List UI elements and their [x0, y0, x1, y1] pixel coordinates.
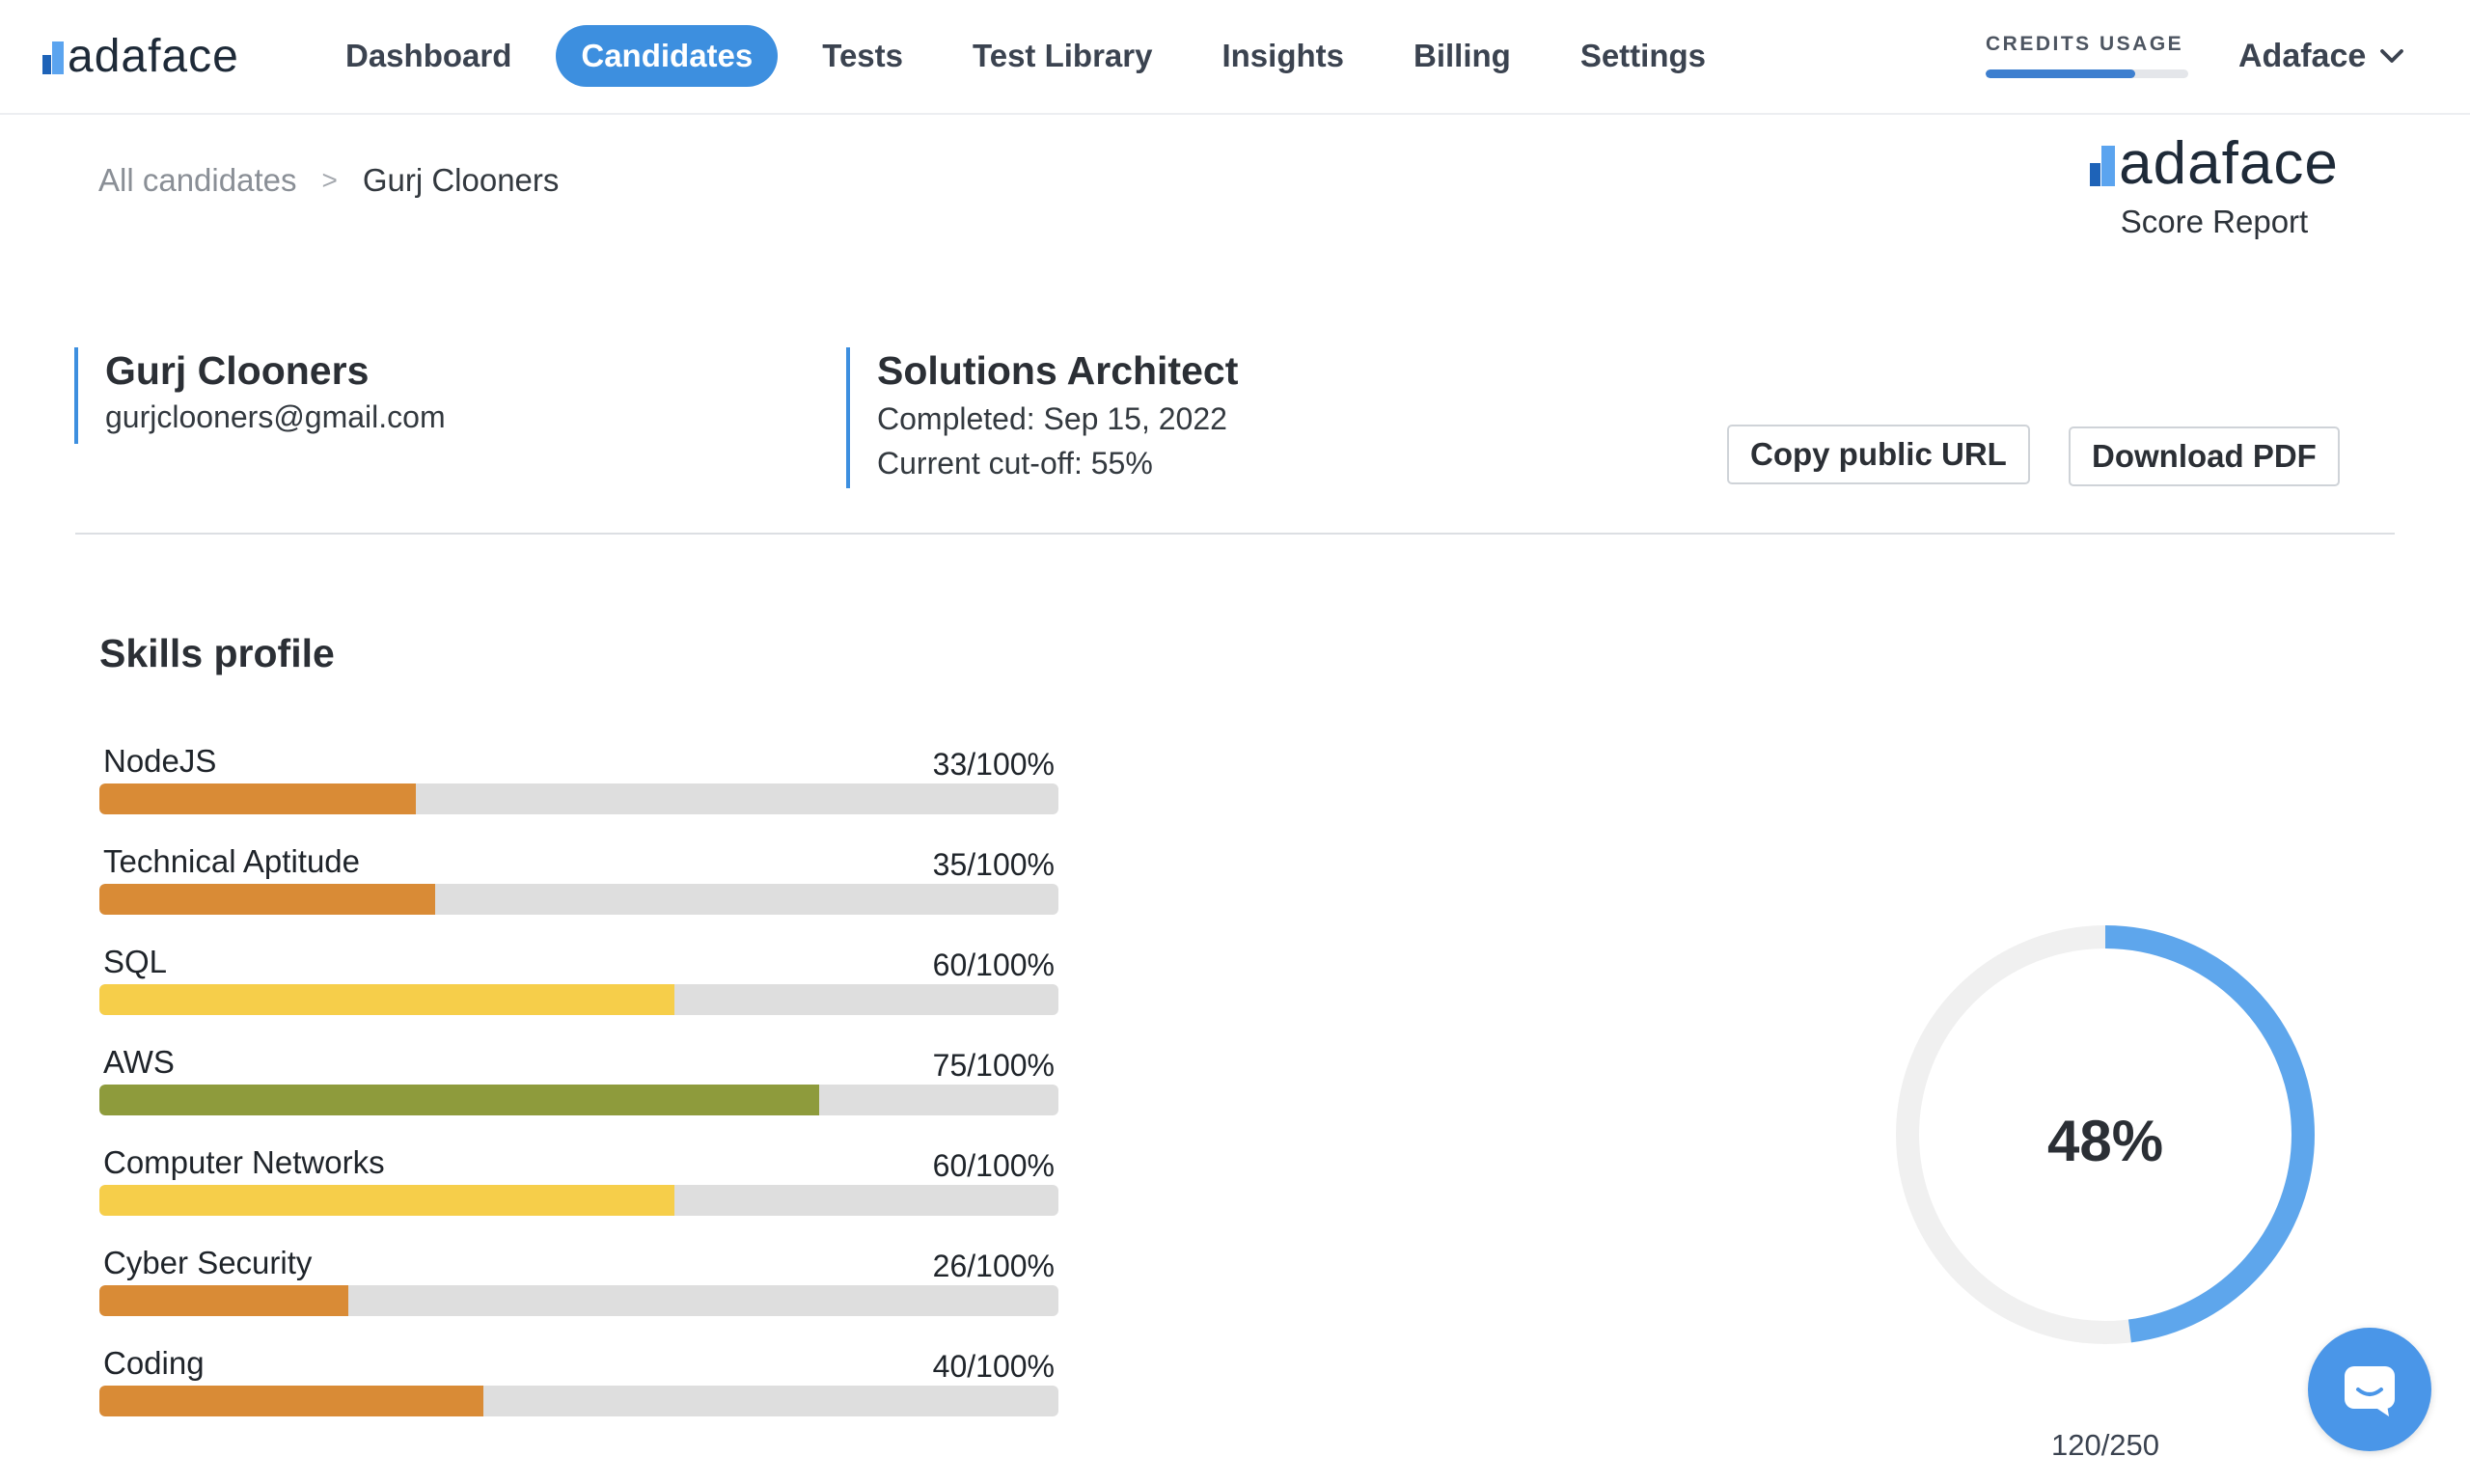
skill-bar-track: [99, 1085, 1058, 1115]
skill-row: Computer Networks 60/100%: [99, 1144, 1058, 1245]
credits-usage-bar: [1986, 69, 2188, 78]
breadcrumb-separator: >: [321, 165, 338, 195]
skill-bar-track: [99, 984, 1058, 1015]
chevron-down-icon: [2380, 49, 2404, 63]
chat-launcher-button[interactable]: [2308, 1328, 2431, 1451]
nav-item-settings[interactable]: Settings: [1579, 38, 1706, 73]
nav-item-tests[interactable]: Tests: [822, 38, 904, 73]
logo-text: adaface: [68, 30, 239, 82]
adaface-logo[interactable]: adaface: [42, 29, 239, 83]
skills-list: NodeJS 33/100% Technical Aptitude 35/100% SQ…: [99, 743, 1058, 1445]
copy-public-url-button[interactable]: Copy public URL: [1727, 425, 2030, 484]
skill-bar-fill: [99, 1386, 483, 1416]
assessment-title: Solutions Architect: [877, 348, 1239, 393]
overall-score-points: 120/250: [2050, 1428, 2160, 1462]
skill-score: 35/100%: [932, 847, 1055, 882]
skill-score: 60/100%: [932, 1148, 1055, 1183]
breadcrumb-all-candidates[interactable]: All candidates: [98, 162, 297, 198]
adaface-logo-icon: [42, 41, 64, 74]
main-nav: Dashboard Candidates Tests Test Library Insi…: [320, 25, 1750, 87]
skill-bar-fill: [99, 783, 417, 814]
skill-bar-track: [99, 1185, 1058, 1216]
skill-bar-fill: [99, 1285, 349, 1316]
skill-score: 33/100%: [932, 747, 1055, 782]
skill-score: 40/100%: [932, 1349, 1055, 1384]
skill-bar-fill: [99, 1185, 675, 1216]
skill-score: 26/100%: [932, 1249, 1055, 1283]
top-navbar: adaface Dashboard Candidates Tests Test Lib…: [0, 0, 2470, 115]
skill-row: Technical Aptitude 35/100%: [99, 843, 1058, 944]
candidate-email: gurjclooners@gmail.com: [105, 399, 446, 434]
download-pdf-button[interactable]: Download PDF: [2069, 426, 2340, 486]
report-logo: adaface Score Report: [2074, 129, 2354, 240]
candidate-info: Gurj Clooners gurjclooners@gmail.com: [74, 347, 446, 444]
skill-row: NodeJS 33/100%: [99, 743, 1058, 843]
skill-bar-fill: [99, 984, 675, 1015]
skill-bar-track: [99, 1285, 1058, 1316]
divider: [75, 533, 2395, 535]
skills-profile-title: Skills profile: [99, 631, 335, 675]
skill-score: 75/100%: [932, 1048, 1055, 1083]
breadcrumb: All candidates > Gurj Clooners: [98, 162, 559, 199]
breadcrumb-current: Gurj Clooners: [362, 162, 560, 198]
skill-row: SQL 60/100%: [99, 944, 1058, 1044]
skill-bar-track: [99, 1386, 1058, 1416]
chat-icon: [2345, 1366, 2395, 1416]
skill-name: Computer Networks: [103, 1144, 385, 1180]
nav-item-candidates[interactable]: Candidates: [556, 25, 779, 87]
nav-item-billing[interactable]: Billing: [1413, 38, 1511, 73]
adaface-logo-icon: [2090, 145, 2116, 186]
credits-usage[interactable]: CREDITS USAGE: [1986, 33, 2188, 78]
assessment-info: Solutions Architect Completed: Sep 15, 2…: [846, 347, 1238, 488]
skill-bar-fill: [99, 884, 435, 915]
skill-name: AWS: [103, 1044, 175, 1080]
skill-bar-fill: [99, 1085, 819, 1115]
skill-score: 60/100%: [932, 948, 1055, 982]
report-logo-text: adaface: [2119, 130, 2339, 197]
skill-row: AWS 75/100%: [99, 1044, 1058, 1144]
nav-item-insights[interactable]: Insights: [1221, 38, 1344, 73]
nav-item-dashboard[interactable]: Dashboard: [345, 38, 512, 73]
skill-row: Cyber Security 26/100%: [99, 1245, 1058, 1345]
skill-name: Cyber Security: [103, 1245, 313, 1280]
report-subtitle: Score Report: [2120, 204, 2309, 239]
account-name: Adaface: [2238, 37, 2367, 74]
overall-score-donut: [1896, 925, 2315, 1344]
skill-name: Coding: [103, 1345, 205, 1381]
account-menu[interactable]: Adaface: [2238, 31, 2406, 81]
skill-bar-track: [99, 783, 1058, 814]
nav-item-test-library[interactable]: Test Library: [973, 38, 1153, 73]
credits-usage-fill: [1986, 69, 2136, 78]
skill-row: Coding 40/100%: [99, 1345, 1058, 1445]
credits-usage-label: CREDITS USAGE: [1986, 33, 2184, 55]
skill-name: Technical Aptitude: [103, 843, 361, 879]
donut-progress: [1896, 925, 2315, 1344]
overall-score-percent: 48%: [2046, 1109, 2164, 1173]
skill-bar-track: [99, 884, 1058, 915]
skill-name: SQL: [103, 944, 168, 979]
completed-date: Completed: Sep 15, 2022: [877, 401, 1227, 436]
skill-name: NodeJS: [103, 743, 217, 779]
candidate-name: Gurj Clooners: [105, 348, 370, 393]
cutoff-value: Current cut-off: 55%: [877, 446, 1153, 481]
